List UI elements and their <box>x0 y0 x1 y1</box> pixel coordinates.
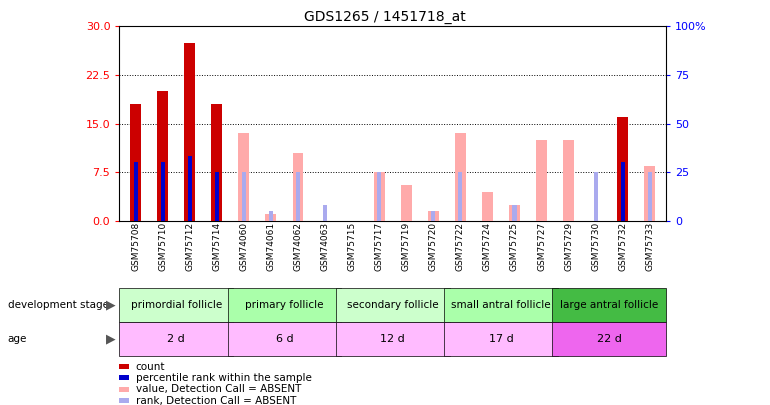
Bar <box>293 153 303 221</box>
Text: large antral follicle: large antral follicle <box>560 300 658 310</box>
Bar <box>130 104 141 221</box>
Bar <box>431 211 435 221</box>
Text: percentile rank within the sample: percentile rank within the sample <box>136 373 311 383</box>
Bar <box>552 288 666 322</box>
Bar <box>336 322 450 356</box>
Bar <box>228 288 341 322</box>
Bar <box>133 162 138 221</box>
Bar <box>536 140 547 221</box>
Bar <box>618 117 628 221</box>
Bar <box>215 172 219 221</box>
Bar <box>428 211 439 221</box>
Text: primordial follicle: primordial follicle <box>131 300 222 310</box>
Bar <box>644 166 655 221</box>
Text: value, Detection Call = ABSENT: value, Detection Call = ABSENT <box>136 384 301 394</box>
Bar <box>509 205 520 221</box>
Bar <box>458 172 463 221</box>
Bar <box>513 205 517 221</box>
Bar <box>377 172 381 221</box>
Bar <box>563 140 574 221</box>
Bar <box>242 172 246 221</box>
Bar <box>119 322 233 356</box>
Bar <box>455 133 466 221</box>
Bar <box>212 104 223 221</box>
Bar <box>482 192 493 221</box>
Bar <box>188 156 192 221</box>
Text: ▶: ▶ <box>106 298 115 311</box>
Bar <box>336 288 450 322</box>
Text: secondary follicle: secondary follicle <box>347 300 438 310</box>
Bar <box>594 172 598 221</box>
Text: 2 d: 2 d <box>167 334 185 344</box>
Text: ▶: ▶ <box>106 333 115 346</box>
Text: age: age <box>8 334 27 344</box>
Text: primary follicle: primary follicle <box>245 300 323 310</box>
Bar <box>621 162 624 221</box>
Text: 6 d: 6 d <box>276 334 293 344</box>
Bar <box>157 91 168 221</box>
Bar <box>269 211 273 221</box>
Bar <box>444 288 557 322</box>
Bar <box>296 172 300 221</box>
Bar <box>184 43 195 221</box>
Text: 12 d: 12 d <box>380 334 405 344</box>
Bar <box>323 205 327 221</box>
Bar <box>401 185 412 221</box>
Bar <box>552 322 666 356</box>
Bar <box>239 133 249 221</box>
Text: rank, Detection Call = ABSENT: rank, Detection Call = ABSENT <box>136 396 296 405</box>
Text: count: count <box>136 362 165 371</box>
Bar <box>444 322 557 356</box>
Text: small antral follicle: small antral follicle <box>451 300 551 310</box>
Bar <box>119 288 233 322</box>
Text: GDS1265 / 1451718_at: GDS1265 / 1451718_at <box>304 10 466 24</box>
Bar <box>161 162 165 221</box>
Bar <box>648 172 652 221</box>
Bar <box>373 172 384 221</box>
Text: 22 d: 22 d <box>597 334 621 344</box>
Text: development stage: development stage <box>8 300 109 310</box>
Bar <box>266 214 276 221</box>
Bar <box>228 322 341 356</box>
Text: 17 d: 17 d <box>489 334 514 344</box>
